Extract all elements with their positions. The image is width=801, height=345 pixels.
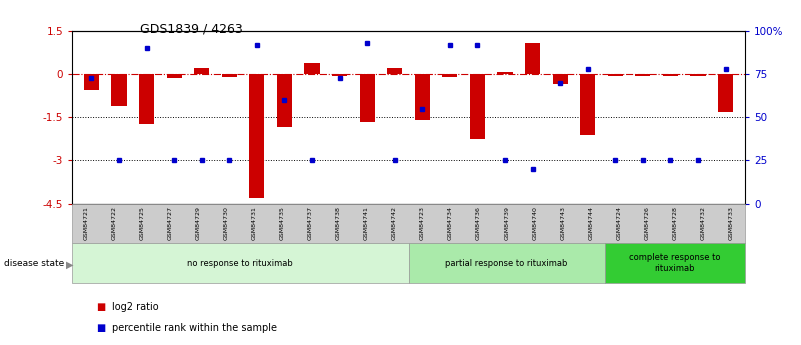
Text: GSM84739: GSM84739 <box>504 206 509 240</box>
Text: GSM84730: GSM84730 <box>223 206 229 240</box>
Bar <box>580 74 595 135</box>
Bar <box>442 74 457 77</box>
Bar <box>194 68 209 74</box>
Text: complete response to
rituximab: complete response to rituximab <box>629 253 721 273</box>
Text: GSM84734: GSM84734 <box>448 206 453 240</box>
Text: GSM84722: GSM84722 <box>111 206 117 240</box>
Text: GSM84743: GSM84743 <box>560 206 566 240</box>
Bar <box>139 74 154 125</box>
Text: GSM84737: GSM84737 <box>308 206 313 240</box>
Text: GSM84721: GSM84721 <box>83 206 89 240</box>
Text: GSM84733: GSM84733 <box>728 206 734 240</box>
Text: ■: ■ <box>96 323 106 333</box>
Text: GSM84738: GSM84738 <box>336 206 341 240</box>
Text: disease state: disease state <box>4 258 64 268</box>
Bar <box>497 72 513 74</box>
Bar <box>84 74 99 90</box>
Text: ■: ■ <box>96 302 106 312</box>
Bar <box>387 68 402 74</box>
Text: partial response to rituximab: partial response to rituximab <box>445 258 568 268</box>
Bar <box>690 74 706 76</box>
Bar <box>553 74 568 84</box>
Bar <box>718 74 733 111</box>
Bar <box>415 74 430 120</box>
Text: ▶: ▶ <box>66 260 73 270</box>
Text: GSM84741: GSM84741 <box>364 206 369 240</box>
Text: GSM84740: GSM84740 <box>532 206 537 240</box>
Text: GSM84731: GSM84731 <box>252 206 257 240</box>
Text: GSM84728: GSM84728 <box>672 206 678 240</box>
Text: GSM84735: GSM84735 <box>280 206 285 240</box>
Bar <box>525 42 540 74</box>
Text: no response to rituximab: no response to rituximab <box>187 258 293 268</box>
Bar <box>304 63 320 74</box>
Bar <box>222 74 237 77</box>
Text: GSM84724: GSM84724 <box>616 206 622 240</box>
Text: GSM84744: GSM84744 <box>588 206 594 240</box>
Text: GSM84725: GSM84725 <box>139 206 145 240</box>
Bar <box>111 74 127 106</box>
Bar <box>635 74 650 76</box>
Text: GSM84742: GSM84742 <box>392 206 397 240</box>
Bar <box>277 74 292 127</box>
Text: log2 ratio: log2 ratio <box>112 302 159 312</box>
Text: GSM84726: GSM84726 <box>644 206 650 240</box>
Bar <box>249 74 264 198</box>
Text: GSM84732: GSM84732 <box>700 206 706 240</box>
Text: GSM84723: GSM84723 <box>420 206 425 240</box>
Text: percentile rank within the sample: percentile rank within the sample <box>112 323 277 333</box>
Bar <box>608 74 623 76</box>
Text: GSM84727: GSM84727 <box>167 206 173 240</box>
Text: GSM84729: GSM84729 <box>195 206 201 240</box>
Bar <box>167 74 182 78</box>
Text: GDS1839 / 4263: GDS1839 / 4263 <box>140 22 243 36</box>
Bar <box>470 74 485 139</box>
Text: GSM84736: GSM84736 <box>476 206 481 240</box>
Bar <box>332 74 347 76</box>
Bar <box>663 74 678 76</box>
Bar <box>360 74 375 122</box>
